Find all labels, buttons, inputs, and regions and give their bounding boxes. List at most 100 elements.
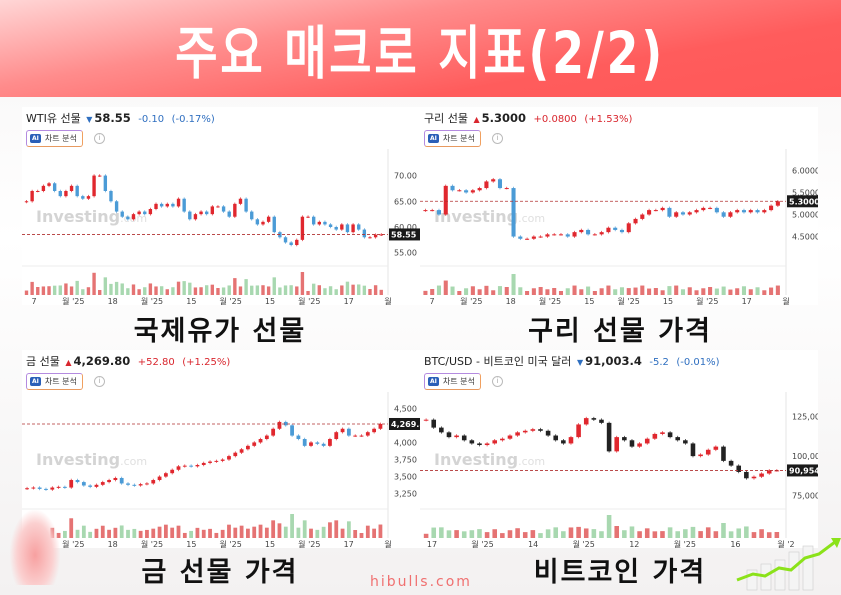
x-tick-label: 18 xyxy=(108,540,118,548)
volume-bar xyxy=(306,291,310,295)
candle xyxy=(629,438,635,448)
volume-bar xyxy=(714,288,719,295)
candle xyxy=(525,237,530,241)
volume-bar xyxy=(163,524,168,538)
candle xyxy=(667,431,673,439)
candle xyxy=(637,442,642,448)
candle xyxy=(748,208,753,214)
volume-bar xyxy=(30,281,34,295)
candle xyxy=(606,421,612,453)
last-price-badge xyxy=(787,195,818,208)
volume-bar xyxy=(250,285,254,295)
candle xyxy=(497,177,503,190)
volume-bar xyxy=(558,291,564,295)
volume-bar xyxy=(148,283,153,295)
candle xyxy=(163,471,168,478)
volume-bar xyxy=(762,290,767,295)
volume-bar xyxy=(629,526,635,538)
chart-panel: 금 선물 ▲ 4,269.80 +52.80 (+1.25%) AI 차트 분석 … xyxy=(22,350,420,548)
volume-bar xyxy=(775,285,780,295)
y-tick-label: 4.5000 xyxy=(792,233,818,242)
volume-bar xyxy=(208,528,212,538)
volume-bar xyxy=(378,524,383,538)
volume-bar xyxy=(81,289,85,295)
volume-bar xyxy=(613,289,618,295)
volume-bar xyxy=(626,288,631,295)
candle xyxy=(306,215,310,219)
candle xyxy=(334,430,339,441)
volume-bar xyxy=(24,290,29,295)
candle xyxy=(283,235,288,244)
info-icon[interactable]: i xyxy=(492,133,503,144)
candle xyxy=(565,233,570,238)
candle xyxy=(81,480,86,487)
volume-bar xyxy=(143,287,147,295)
volume-bar xyxy=(511,274,516,295)
candle xyxy=(221,205,226,213)
info-icon[interactable]: i xyxy=(94,133,105,144)
instrument-header: BTC/USD - 비트코인 미국 달러 ▼ 91,003.4 -5.2 (-0.… xyxy=(424,353,720,369)
candle xyxy=(120,210,124,219)
candle xyxy=(201,461,206,467)
x-tick-label: 월 '25 xyxy=(220,296,242,305)
x-tick-label: 17 xyxy=(427,540,437,548)
price-change: -0.10 xyxy=(138,114,165,125)
candle xyxy=(132,483,137,487)
volume-bar xyxy=(515,528,520,538)
candle xyxy=(531,235,536,241)
volume-bar xyxy=(741,286,747,295)
chart-caption: 금 선물 가격 xyxy=(141,557,299,588)
candle xyxy=(477,186,482,192)
candle xyxy=(423,208,428,212)
info-icon[interactable]: i xyxy=(492,376,503,387)
candle xyxy=(94,483,99,489)
x-tick-label: 7 xyxy=(429,297,434,305)
y-tick-label: 3,250 xyxy=(394,490,417,499)
candle xyxy=(271,427,276,437)
decorative-shape xyxy=(10,510,60,585)
price-change-percent: (-0.01%) xyxy=(676,357,720,368)
candle xyxy=(701,206,706,212)
candle xyxy=(47,181,51,188)
volume-bar xyxy=(518,287,523,295)
volume-bar xyxy=(340,285,344,295)
ai-chart-analysis-button[interactable]: AI 차트 분석 xyxy=(26,373,83,390)
candle xyxy=(769,204,774,212)
candle xyxy=(92,174,96,198)
volume-bar xyxy=(216,288,220,295)
volume-bar xyxy=(477,529,482,538)
candle xyxy=(619,228,625,234)
candle xyxy=(599,230,604,236)
volume-bar xyxy=(713,531,719,538)
info-icon[interactable]: i xyxy=(94,376,105,387)
y-tick-label: 100,000 xyxy=(792,452,818,461)
volume-bar xyxy=(165,289,169,295)
instrument-name: BTC/USD - 비트코인 미국 달러 xyxy=(424,355,572,368)
candle xyxy=(239,447,244,454)
candle xyxy=(41,184,46,193)
instrument-header: 구리 선물 ▲ 5.3000 +0.0800 (+1.53%) xyxy=(424,110,632,126)
candle xyxy=(205,210,209,216)
ai-chart-analysis-button[interactable]: AI 차트 분석 xyxy=(424,130,481,147)
candle xyxy=(644,437,650,445)
candle xyxy=(572,230,577,238)
volume-bar xyxy=(75,529,80,538)
candle xyxy=(477,442,482,447)
volume-bar xyxy=(561,531,566,538)
x-tick-label: 15 xyxy=(663,297,673,305)
candle xyxy=(340,223,344,231)
ai-chart-analysis-button[interactable]: AI 차트 분석 xyxy=(424,373,481,390)
volume-bar xyxy=(261,285,265,295)
candle xyxy=(30,189,34,203)
candle xyxy=(193,212,198,221)
volume-bar xyxy=(675,531,681,538)
candle xyxy=(538,235,543,238)
candle xyxy=(255,217,260,226)
volume-bar xyxy=(346,521,351,538)
candle xyxy=(683,438,688,445)
ai-chart-analysis-button[interactable]: AI 차트 분석 xyxy=(26,130,83,147)
last-price-label: 58.55 xyxy=(391,230,417,239)
candle xyxy=(504,186,509,190)
y-tick-label: 3,500 xyxy=(394,473,417,482)
candle xyxy=(208,460,212,465)
